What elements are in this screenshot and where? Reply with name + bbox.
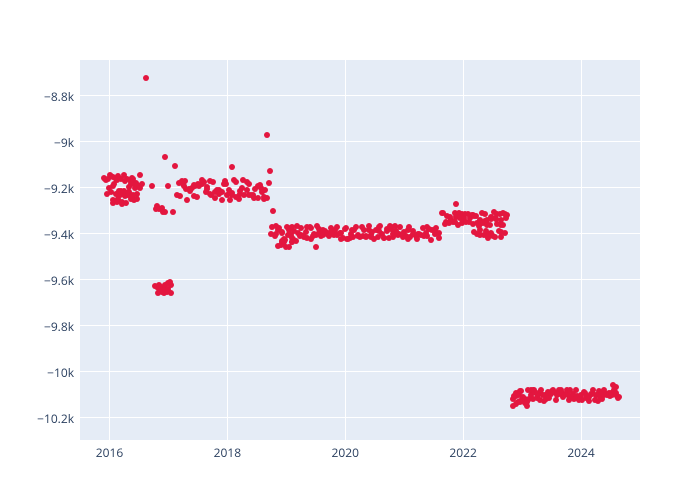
data-point xyxy=(139,181,145,187)
x-gridline xyxy=(345,60,346,440)
data-point xyxy=(343,225,349,231)
x-tick-label: 2022 xyxy=(449,444,476,461)
data-point xyxy=(137,172,143,178)
data-point xyxy=(219,197,225,203)
y-gridline xyxy=(80,141,640,142)
data-point xyxy=(143,75,149,81)
y-tick-label: −10k xyxy=(47,364,74,381)
data-point xyxy=(613,384,619,390)
data-point xyxy=(210,179,216,185)
data-point xyxy=(168,290,174,296)
x-gridline xyxy=(463,60,464,440)
data-point xyxy=(170,209,176,215)
data-point xyxy=(255,195,261,201)
y-gridline xyxy=(80,187,640,188)
data-point xyxy=(264,195,270,201)
data-point xyxy=(177,193,183,199)
data-point xyxy=(428,237,434,243)
x-tick-label: 2016 xyxy=(96,444,123,461)
plot-area xyxy=(80,60,640,440)
y-gridline xyxy=(80,279,640,280)
data-point xyxy=(184,197,190,203)
data-point xyxy=(165,183,171,189)
y-gridline xyxy=(80,417,640,418)
data-point xyxy=(377,223,383,229)
scatter-chart: −10.2k −10k −9.8k −9.6k −9.4k −9.2k −9k −8.8k 20… xyxy=(0,0,700,500)
data-point xyxy=(524,399,530,405)
y-gridline xyxy=(80,95,640,96)
data-point xyxy=(194,194,200,200)
data-point xyxy=(134,196,140,202)
data-point xyxy=(182,178,188,184)
data-point xyxy=(313,244,319,250)
data-point xyxy=(286,244,292,250)
y-tick-label: −10.2k xyxy=(37,410,74,427)
x-gridline xyxy=(581,60,582,440)
data-point xyxy=(227,197,233,203)
data-point xyxy=(246,181,252,187)
data-point xyxy=(270,208,276,214)
x-tick-label: 2018 xyxy=(214,444,241,461)
data-point xyxy=(502,230,508,236)
data-point xyxy=(264,132,270,138)
y-tick-label: −9.2k xyxy=(44,180,74,197)
data-point xyxy=(229,164,235,170)
y-tick-label: −9.6k xyxy=(44,272,74,289)
x-gridline xyxy=(109,60,110,440)
data-point xyxy=(262,187,268,193)
y-tick-label: −9k xyxy=(54,134,74,151)
data-point xyxy=(492,234,498,240)
data-point xyxy=(436,235,442,241)
data-point xyxy=(233,179,239,185)
data-point xyxy=(204,184,210,190)
y-tick-label: −9.8k xyxy=(44,318,74,335)
data-point xyxy=(266,180,272,186)
x-tick-label: 2020 xyxy=(332,444,359,461)
data-point xyxy=(149,183,155,189)
data-point xyxy=(487,222,493,228)
x-gridline xyxy=(227,60,228,440)
data-point xyxy=(500,222,506,228)
y-gridline xyxy=(80,325,640,326)
data-point xyxy=(453,201,459,207)
data-point xyxy=(504,212,510,218)
data-point xyxy=(162,209,168,215)
y-tick-label: −8.8k xyxy=(44,88,74,105)
y-gridline xyxy=(80,371,640,372)
data-point xyxy=(267,168,273,174)
data-point xyxy=(172,163,178,169)
data-point xyxy=(616,394,622,400)
data-point xyxy=(293,238,299,244)
data-point xyxy=(162,154,168,160)
data-point xyxy=(168,282,174,288)
y-tick-label: −9.4k xyxy=(44,226,74,243)
x-tick-label: 2024 xyxy=(567,444,594,461)
